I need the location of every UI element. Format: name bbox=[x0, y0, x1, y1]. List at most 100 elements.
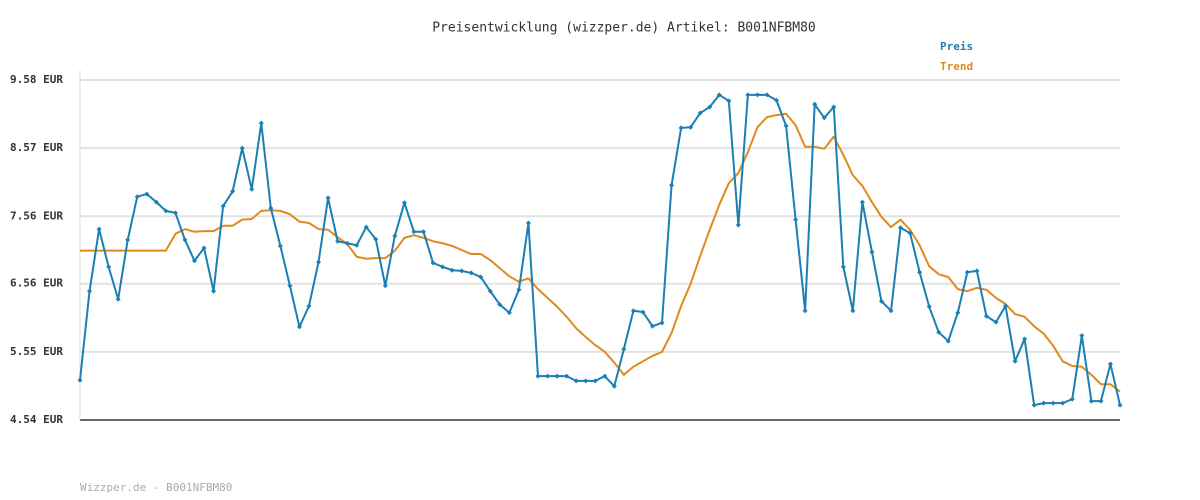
legend-label: Trend bbox=[940, 60, 973, 73]
point-marker bbox=[268, 205, 274, 211]
point-marker bbox=[678, 125, 684, 131]
point-marker bbox=[812, 101, 818, 107]
point-marker bbox=[1022, 336, 1028, 342]
point-marker bbox=[201, 245, 207, 251]
point-marker bbox=[287, 283, 293, 289]
point-marker bbox=[802, 308, 808, 314]
point-marker bbox=[621, 346, 627, 352]
point-marker bbox=[630, 308, 636, 314]
point-marker bbox=[525, 220, 531, 226]
point-marker bbox=[936, 329, 942, 335]
point-marker bbox=[726, 98, 732, 104]
point-marker bbox=[506, 310, 512, 316]
point-marker bbox=[115, 296, 121, 302]
point-marker bbox=[583, 378, 589, 384]
y-tick-label: 5.55 EUR bbox=[10, 345, 63, 358]
point-marker bbox=[382, 283, 388, 289]
point-marker bbox=[878, 298, 884, 304]
point-marker bbox=[172, 210, 178, 216]
point-marker bbox=[487, 288, 493, 294]
point-marker bbox=[277, 243, 283, 249]
y-tick-label: 4.54 EUR bbox=[10, 413, 63, 426]
point-marker bbox=[821, 115, 827, 121]
point-marker bbox=[325, 195, 331, 201]
point-marker bbox=[964, 269, 970, 275]
point-marker bbox=[1050, 400, 1056, 406]
point-marker bbox=[888, 308, 894, 314]
point-marker bbox=[1079, 333, 1085, 339]
point-marker bbox=[535, 373, 541, 379]
point-marker bbox=[783, 123, 789, 129]
point-marker bbox=[735, 222, 741, 228]
point-marker bbox=[1088, 398, 1094, 404]
point-marker bbox=[859, 199, 865, 205]
point-marker bbox=[545, 373, 551, 379]
point-marker bbox=[163, 208, 169, 214]
series-line bbox=[80, 112, 1121, 393]
point-marker bbox=[955, 310, 961, 316]
y-tick-label: 9.58 EUR bbox=[10, 73, 63, 86]
point-marker bbox=[1031, 402, 1037, 408]
point-marker bbox=[983, 313, 989, 319]
point-marker bbox=[659, 320, 665, 326]
point-marker bbox=[850, 308, 856, 314]
footer: Wizzper.de - B001NFBM80 bbox=[80, 481, 232, 494]
point-marker bbox=[134, 194, 140, 200]
point-marker bbox=[754, 92, 760, 98]
point-marker bbox=[974, 268, 980, 274]
point-marker bbox=[649, 323, 655, 329]
point-marker bbox=[898, 225, 904, 231]
point-marker bbox=[335, 238, 341, 244]
point-marker bbox=[688, 124, 694, 130]
point-marker bbox=[945, 338, 951, 344]
point-marker bbox=[211, 288, 217, 294]
point-marker bbox=[640, 309, 646, 315]
point-marker bbox=[1117, 402, 1123, 408]
point-marker bbox=[1041, 400, 1047, 406]
point-marker bbox=[697, 110, 703, 116]
point-marker bbox=[420, 229, 426, 235]
point-marker bbox=[793, 217, 799, 223]
y-tick-label: 6.56 EUR bbox=[10, 277, 63, 290]
chart-title: Preisentwicklung (wizzper.de) Artikel: B… bbox=[432, 21, 816, 36]
point-marker bbox=[1107, 361, 1113, 367]
point-marker bbox=[554, 373, 560, 379]
point-marker bbox=[77, 377, 83, 383]
legend-label: Preis bbox=[940, 40, 973, 53]
point-marker bbox=[831, 104, 837, 110]
point-marker bbox=[249, 186, 255, 192]
point-marker bbox=[459, 268, 465, 274]
point-marker bbox=[716, 92, 722, 98]
point-marker bbox=[1098, 398, 1104, 404]
point-marker bbox=[1060, 400, 1066, 406]
point-marker bbox=[602, 373, 608, 379]
point-marker bbox=[87, 288, 93, 294]
point-marker bbox=[125, 237, 131, 243]
point-marker bbox=[1069, 396, 1075, 402]
point-marker bbox=[239, 145, 245, 151]
point-marker bbox=[993, 319, 999, 325]
point-marker bbox=[573, 378, 579, 384]
point-marker bbox=[344, 240, 350, 246]
point-marker bbox=[106, 264, 112, 270]
point-marker bbox=[411, 229, 417, 235]
point-marker bbox=[564, 373, 570, 379]
point-marker bbox=[153, 199, 159, 205]
point-marker bbox=[182, 237, 188, 243]
point-marker bbox=[707, 104, 713, 110]
point-marker bbox=[468, 270, 474, 276]
point-marker bbox=[669, 182, 675, 188]
point-marker bbox=[478, 274, 484, 280]
point-marker bbox=[516, 287, 522, 293]
point-marker bbox=[316, 259, 322, 265]
point-marker bbox=[306, 303, 312, 309]
point-marker bbox=[840, 264, 846, 270]
point-marker bbox=[296, 324, 302, 330]
point-marker bbox=[917, 269, 923, 275]
point-marker bbox=[611, 383, 617, 389]
point-marker bbox=[926, 304, 932, 310]
point-marker bbox=[440, 264, 446, 270]
point-marker bbox=[144, 191, 150, 197]
point-marker bbox=[373, 236, 379, 242]
